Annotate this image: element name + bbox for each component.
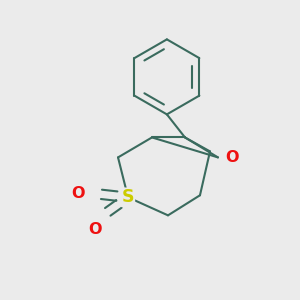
Text: S: S xyxy=(122,188,134,206)
Text: O: O xyxy=(71,186,85,201)
Text: O: O xyxy=(89,222,102,237)
Text: O: O xyxy=(226,150,239,165)
